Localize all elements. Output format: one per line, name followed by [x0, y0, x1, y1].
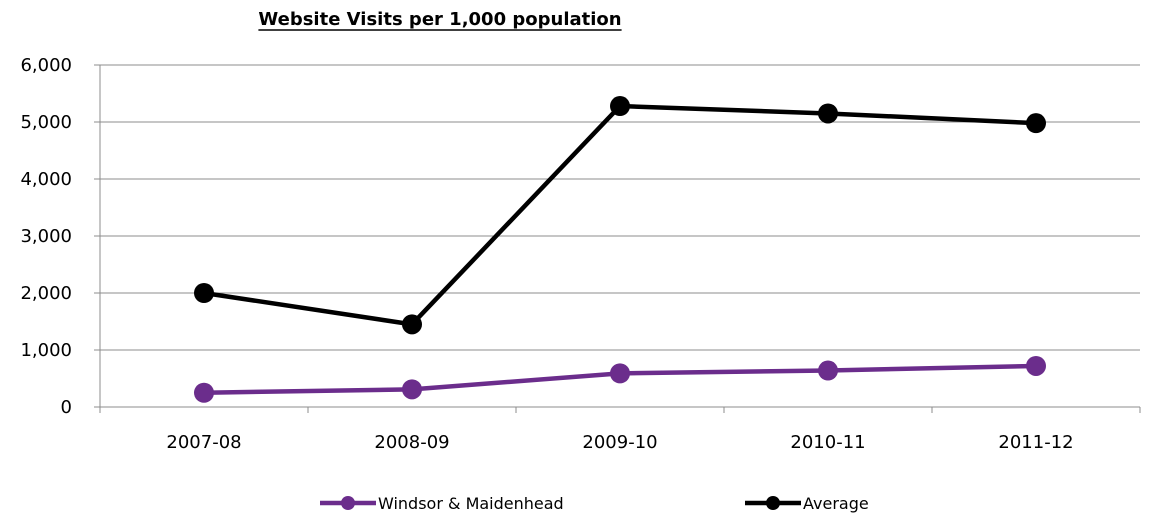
x-tick-label: 2007-08 [166, 432, 241, 453]
data-point [1026, 113, 1046, 134]
data-point [610, 363, 630, 384]
x-tick-label: 2011-12 [998, 432, 1073, 453]
legend-swatch-marker [341, 496, 355, 510]
y-tick-label: 4,000 [20, 169, 72, 190]
y-tick-label: 3,000 [20, 226, 72, 247]
legend-label: Average [803, 494, 869, 513]
data-point [402, 314, 422, 335]
legend-label: Windsor & Maidenhead [378, 494, 564, 513]
axes: 0 1,000 2,000 3,000 4,000 5,000 6,000 2007-08 20… [20, 55, 1141, 453]
y-tick-label: 2,000 [20, 283, 72, 304]
data-point [818, 103, 838, 124]
legend: Windsor & Maidenhead Average [320, 494, 869, 513]
data-point [194, 382, 214, 403]
x-tick-label: 2010-11 [790, 432, 865, 453]
series-line [203, 103, 1037, 327]
y-tick-label: 0 [61, 397, 72, 418]
x-tick-label: 2009-10 [582, 432, 657, 453]
legend-item: Windsor & Maidenhead [320, 494, 564, 513]
series-layer [194, 96, 1046, 403]
y-tick-label: 5,000 [20, 112, 72, 133]
legend-swatch-marker [766, 496, 780, 510]
legend-item: Average [745, 494, 869, 513]
data-point [1026, 355, 1046, 376]
series-windsor-maidenhead [194, 355, 1046, 403]
data-point [610, 96, 630, 117]
y-tick-label: 1,000 [20, 340, 72, 361]
data-point [194, 283, 214, 303]
series-average [194, 96, 1046, 335]
chart-title: Website Visits per 1,000 population [258, 9, 621, 30]
x-tick-label: 2008-09 [374, 432, 449, 453]
y-tick-label: 6,000 [20, 55, 72, 76]
gridlines [100, 64, 1140, 351]
data-point [818, 360, 838, 381]
data-point [402, 379, 422, 400]
chart-title-group: Website Visits per 1,000 population [258, 9, 622, 31]
